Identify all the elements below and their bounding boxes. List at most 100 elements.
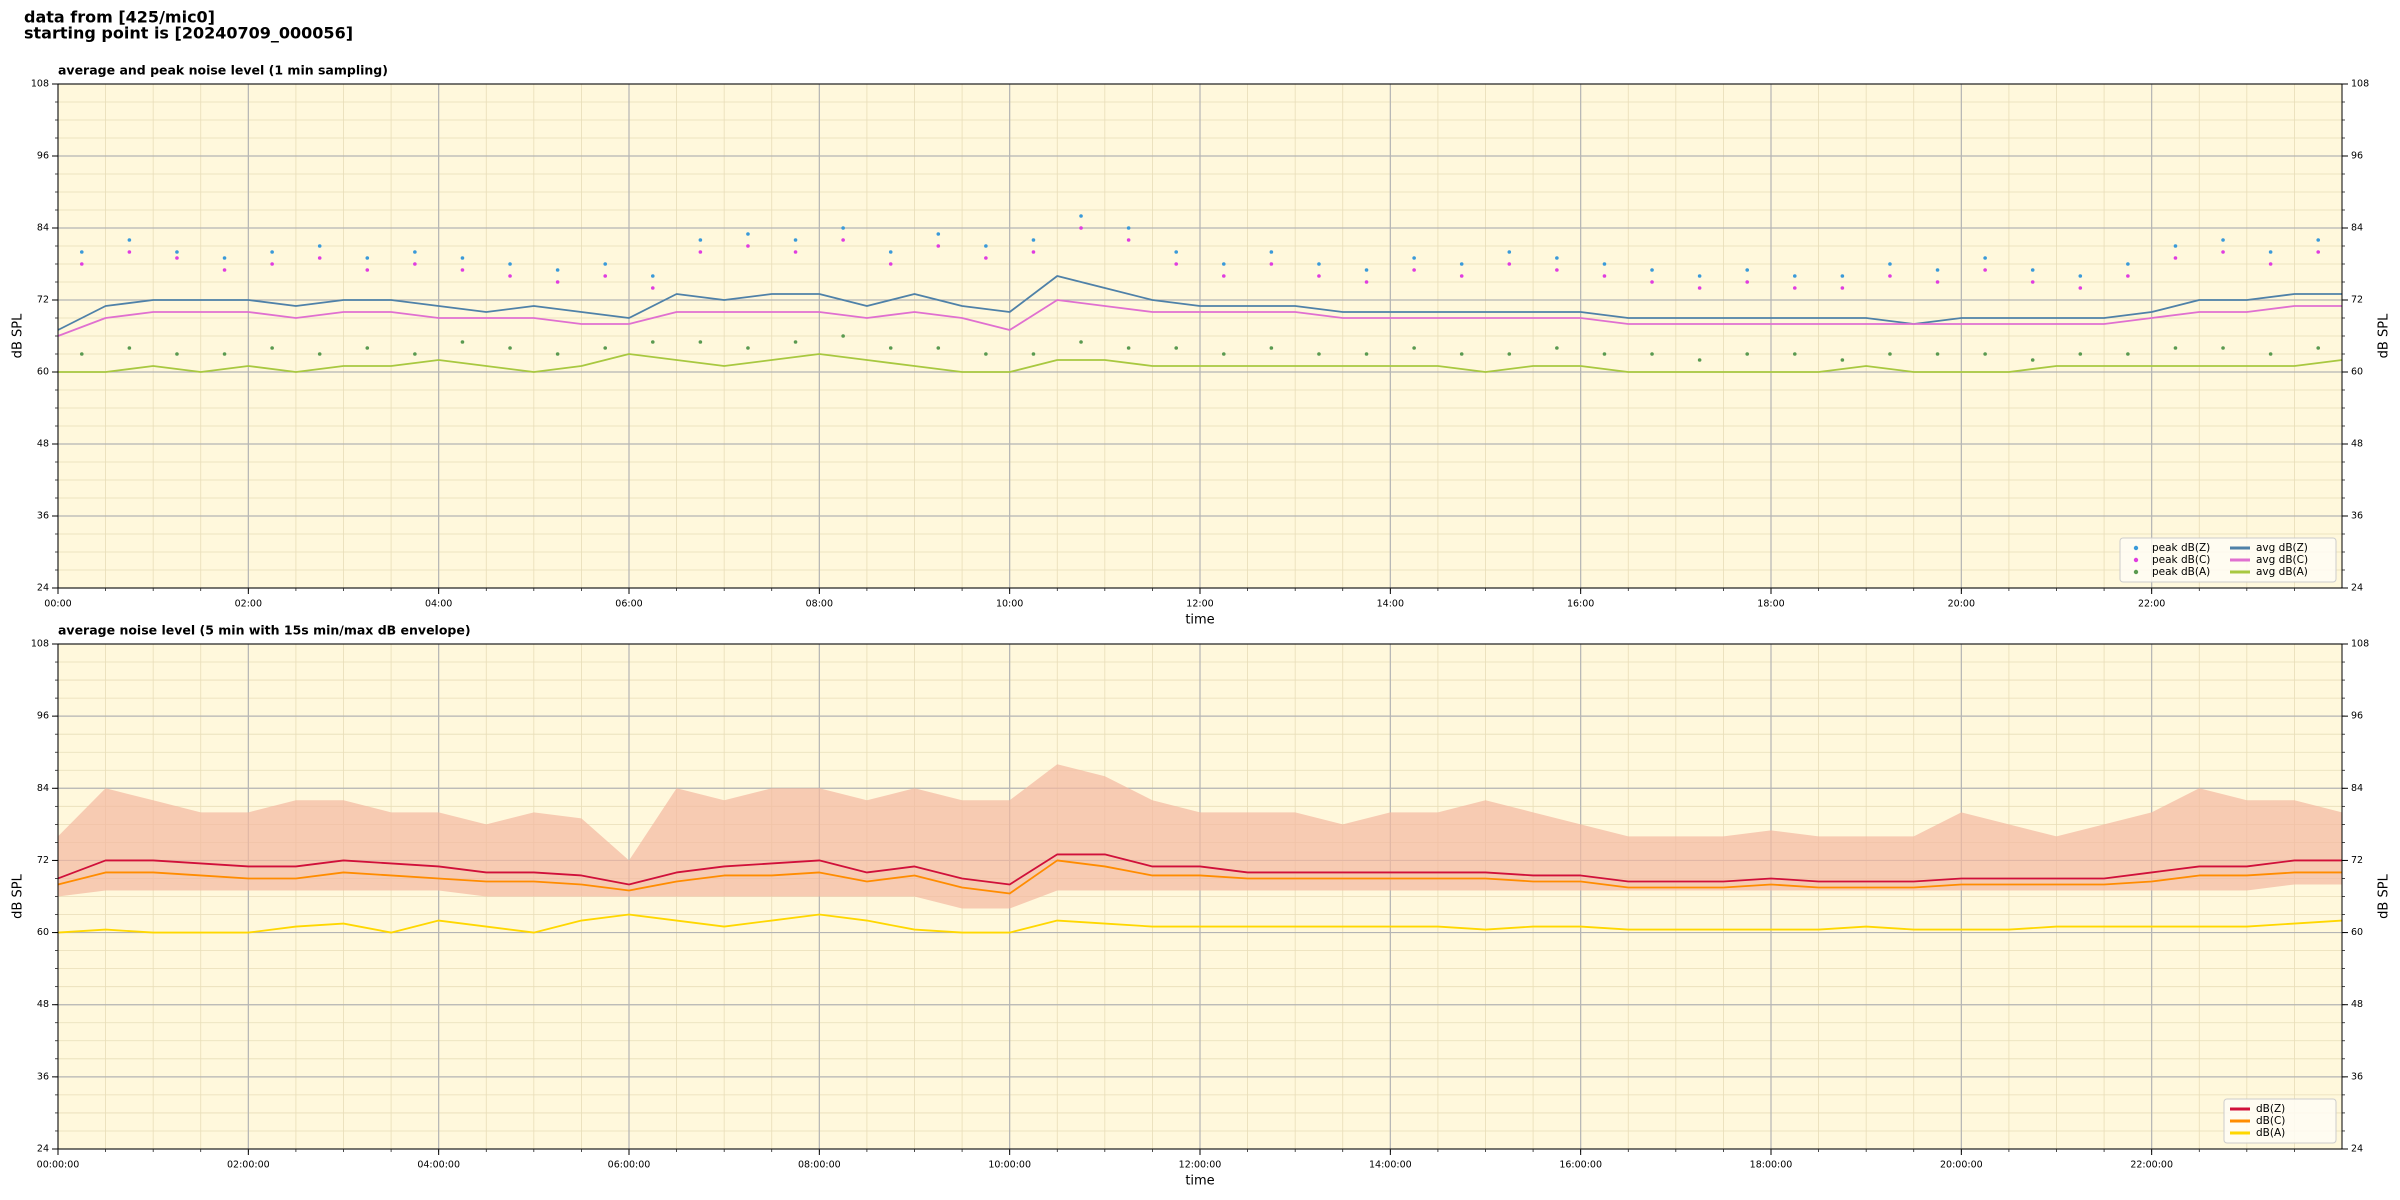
peak-point bbox=[1174, 346, 1179, 350]
peak-point bbox=[1888, 262, 1892, 266]
peak-point bbox=[2268, 352, 2273, 356]
peak-point bbox=[2030, 280, 2035, 284]
peak-point bbox=[984, 244, 988, 248]
y2-tick-label: 84 bbox=[2351, 223, 2363, 234]
peak-point bbox=[2268, 250, 2273, 254]
x-tick-label: 02:00:00 bbox=[227, 1160, 270, 1171]
peak-point bbox=[888, 346, 893, 350]
peak-point bbox=[79, 262, 84, 266]
peak-point bbox=[793, 238, 798, 242]
peak-point bbox=[2173, 346, 2178, 350]
peak-point bbox=[936, 232, 941, 236]
peak-point bbox=[1792, 286, 1797, 290]
peak-point bbox=[508, 346, 512, 350]
peak-point bbox=[1031, 238, 1036, 242]
x-axis-label: time bbox=[1185, 1174, 1214, 1189]
y-tick-label: 48 bbox=[37, 439, 49, 450]
peak-point bbox=[936, 346, 941, 350]
line bbox=[57, 913, 2343, 934]
peak-point bbox=[1317, 274, 1321, 278]
peak-point bbox=[1745, 352, 1750, 356]
legend-label: peak dB(C) bbox=[2152, 554, 2210, 566]
peak-point bbox=[175, 250, 179, 254]
peak-point bbox=[2126, 262, 2130, 266]
peak-point bbox=[79, 352, 84, 356]
x-tick-label: 06:00:00 bbox=[608, 1160, 651, 1171]
legend-marker bbox=[2133, 545, 2139, 551]
peak-point bbox=[2221, 346, 2225, 350]
peak-point bbox=[1792, 352, 1797, 356]
peak-point bbox=[1269, 346, 1274, 350]
y2-tick-label: 60 bbox=[2351, 927, 2363, 938]
x-tick-label: 04:00:00 bbox=[417, 1160, 460, 1171]
peak-point bbox=[2030, 358, 2035, 362]
peak-point bbox=[1412, 346, 1416, 350]
peak-point bbox=[1459, 262, 1464, 266]
y-tick-label: 60 bbox=[37, 367, 49, 378]
peak-point bbox=[222, 256, 227, 260]
peak-point bbox=[1221, 274, 1226, 278]
line bbox=[57, 853, 2342, 886]
peak-point bbox=[746, 232, 750, 236]
x-tick-label: 00:00 bbox=[44, 599, 71, 610]
legend-label: peak dB(Z) bbox=[2152, 542, 2210, 554]
peak-point bbox=[2173, 244, 2178, 248]
peak-point bbox=[888, 262, 893, 266]
x-tick-label: 18:00:00 bbox=[1750, 1160, 1793, 1171]
peak-point bbox=[1935, 268, 1940, 272]
chart-title: average noise level (5 min with 15s min/… bbox=[58, 623, 471, 638]
line bbox=[57, 299, 2342, 337]
y-axis-label: dB SPL bbox=[11, 313, 26, 358]
y-tick-label: 96 bbox=[37, 711, 49, 722]
peak-point bbox=[1174, 262, 1179, 266]
peak-point bbox=[746, 346, 750, 350]
peak-point bbox=[1697, 286, 1702, 290]
x-tick-label: 20:00 bbox=[1948, 599, 1975, 610]
x-tick-label: 00:00:00 bbox=[37, 1160, 80, 1171]
y2-tick-label: 48 bbox=[2351, 999, 2363, 1010]
legend-marker bbox=[2133, 569, 2139, 575]
peak-point bbox=[841, 238, 845, 242]
peak-point bbox=[127, 250, 132, 254]
x-tick-label: 04:00 bbox=[425, 599, 452, 610]
peak-point bbox=[1364, 268, 1369, 272]
peak-point bbox=[793, 340, 798, 344]
y-tick-label: 36 bbox=[37, 1071, 49, 1082]
x-tick-label: 12:00 bbox=[1186, 599, 1213, 610]
peak-point bbox=[936, 244, 941, 248]
y-tick-label: 60 bbox=[37, 927, 49, 938]
legend-label: avg dB(A) bbox=[2256, 566, 2308, 578]
peak-point bbox=[413, 352, 417, 356]
peak-point bbox=[1840, 358, 1845, 362]
peak-point bbox=[841, 226, 845, 230]
peak-point bbox=[698, 238, 703, 242]
peak-point bbox=[317, 256, 322, 260]
peak-point bbox=[1888, 352, 1892, 356]
peak-point bbox=[2221, 250, 2225, 254]
y2-tick-label: 24 bbox=[2351, 1144, 2363, 1155]
peak-point bbox=[1507, 262, 1512, 266]
x-tick-label: 12:00:00 bbox=[1179, 1160, 1222, 1171]
peak-point bbox=[2078, 274, 2083, 278]
y2-tick-label: 96 bbox=[2351, 711, 2363, 722]
peak-point bbox=[1602, 274, 1607, 278]
peak-point bbox=[1840, 274, 1845, 278]
line bbox=[58, 353, 2343, 373]
peak-point bbox=[1031, 250, 1036, 254]
legend-label: dB(C) bbox=[2256, 1115, 2285, 1127]
y2-tick-label: 60 bbox=[2351, 367, 2363, 378]
plot-frame bbox=[57, 83, 2343, 589]
peak-point bbox=[1126, 238, 1131, 242]
x-axis-label: time bbox=[1185, 613, 1214, 628]
peak-point bbox=[1221, 262, 1226, 266]
peak-point bbox=[317, 244, 322, 248]
x-tick-label: 10:00 bbox=[996, 599, 1023, 610]
y2-tick-label: 108 bbox=[2351, 639, 2369, 650]
peak-point bbox=[1555, 256, 1559, 260]
peak-point bbox=[1317, 352, 1321, 356]
peak-point bbox=[460, 268, 465, 272]
peak-point bbox=[1650, 280, 1654, 284]
peak-point bbox=[2316, 238, 2321, 242]
peak-point bbox=[1555, 268, 1559, 272]
